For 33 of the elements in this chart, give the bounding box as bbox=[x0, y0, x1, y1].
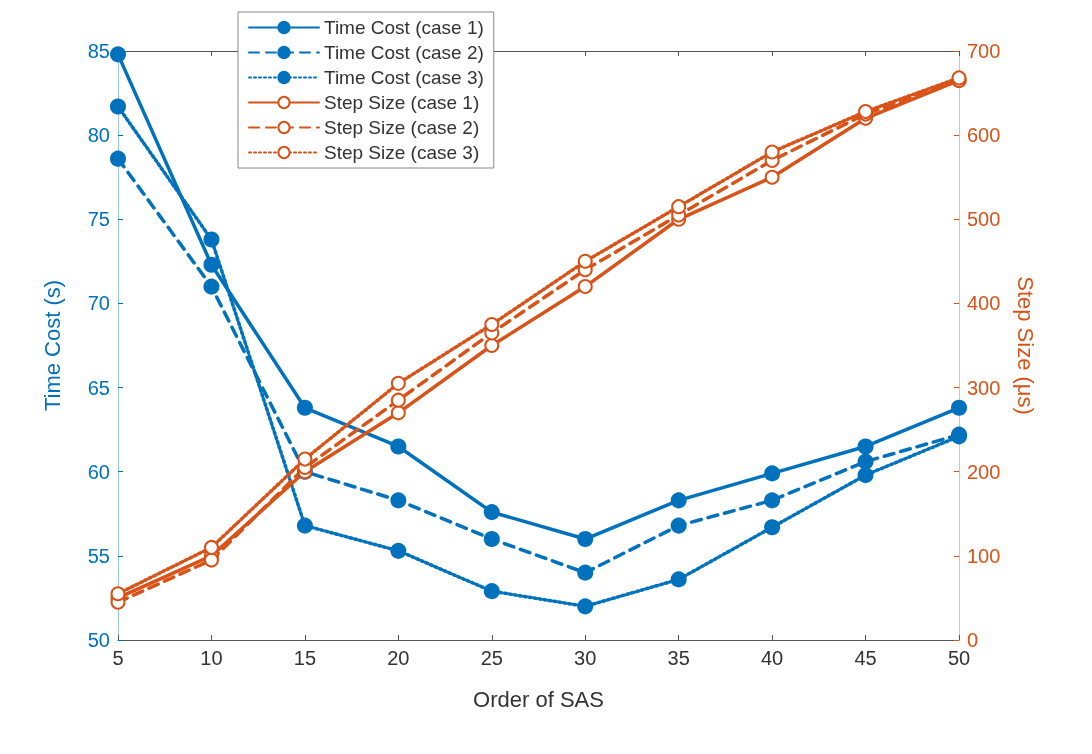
x-tick-label: 20 bbox=[387, 647, 410, 669]
y2-tick-label: 100 bbox=[967, 544, 1001, 567]
y-tick-label: 65 bbox=[87, 376, 110, 399]
y-tick-label: 50 bbox=[87, 629, 110, 651]
y-tick-label: 60 bbox=[87, 460, 110, 483]
y-tick-label: 70 bbox=[87, 292, 110, 315]
x-tick-label: 35 bbox=[667, 647, 690, 669]
x-tick-label: 10 bbox=[200, 647, 223, 669]
x-tick-label: 5 bbox=[112, 647, 124, 669]
x-axis-title: Order of SAS bbox=[473, 686, 604, 712]
legend-label: Step Size (case 2) bbox=[324, 117, 480, 138]
x-tick-label: 25 bbox=[480, 647, 503, 669]
y2-tick-label: 300 bbox=[967, 376, 1001, 399]
y2-tick-label: 700 bbox=[967, 40, 1001, 62]
y2-tick-label: 200 bbox=[967, 460, 1001, 483]
legend-label: Time Cost (case 1) bbox=[324, 17, 484, 38]
y2-axis-title: Step Size (μs) bbox=[1012, 276, 1038, 415]
y-tick-label: 85 bbox=[87, 40, 110, 62]
y-axis-title: Time Cost (s) bbox=[39, 279, 65, 412]
y2-tick-label: 400 bbox=[967, 292, 1001, 315]
y2-tick-label: 500 bbox=[967, 208, 1001, 231]
x-tick-label: 45 bbox=[854, 647, 877, 669]
y-tick-label: 75 bbox=[87, 208, 110, 231]
legend-label: Step Size (case 3) bbox=[324, 142, 480, 163]
x-tick-label: 15 bbox=[293, 647, 317, 669]
x-tick-label: 40 bbox=[760, 647, 784, 669]
y-tick-label: 80 bbox=[87, 124, 110, 147]
legend-label: Time Cost (case 3) bbox=[324, 67, 484, 88]
y-tick-label: 55 bbox=[87, 544, 110, 567]
x-tick-label: 30 bbox=[574, 647, 597, 669]
legend-label: Step Size (case 1) bbox=[324, 92, 480, 113]
legend-label: Time Cost (case 2) bbox=[324, 42, 484, 63]
y2-tick-label: 600 bbox=[967, 124, 1001, 147]
